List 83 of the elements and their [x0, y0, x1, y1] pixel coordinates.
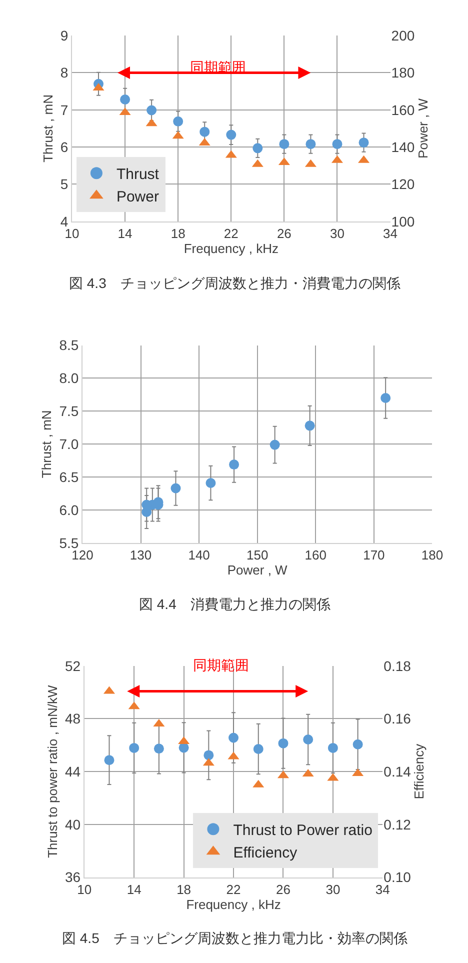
point: [173, 116, 184, 126]
point: [328, 742, 338, 753]
x-tick-label: 18: [176, 882, 192, 897]
x-tick-label: 22: [226, 882, 241, 897]
caption: 図 4.4 消費電力と推力の関係: [139, 596, 330, 612]
annotation: 同期範囲: [193, 657, 249, 673]
point: [226, 130, 236, 140]
y2-tick-label: 0.16: [384, 710, 412, 727]
y-tick-label: 5: [60, 176, 68, 192]
y-tick-label: 40: [65, 816, 81, 832]
point: [278, 738, 288, 748]
x-tick-label: 170: [363, 548, 385, 563]
point: [332, 139, 342, 150]
y2-tick-label: 200: [391, 27, 415, 44]
point: [146, 105, 157, 116]
point: [178, 742, 189, 753]
y2-tick-label: 0.14: [384, 763, 412, 780]
point: [352, 739, 363, 750]
y-tick-label: 7: [60, 102, 68, 118]
x-axis-title: Power , W: [227, 562, 288, 578]
y2-axis-title: Power , W: [415, 98, 430, 158]
x-tick-label: 180: [421, 548, 444, 563]
point: [120, 94, 130, 104]
caption: 図 4.3 チョッピング周波数と推力・消費電力の関係: [69, 275, 400, 291]
x-tick-label: 26: [276, 226, 292, 241]
point: [306, 139, 316, 150]
point: [228, 732, 239, 743]
x-tick-label: 26: [276, 882, 290, 897]
y2-tick-label: 0.18: [384, 658, 412, 674]
y-tick-label: 6.0: [59, 502, 79, 518]
point: [170, 483, 181, 494]
y-axis-title: Thrust to power ratio , mN/kW: [44, 684, 60, 858]
point: [229, 460, 240, 470]
y-tick-label: 8.5: [59, 337, 79, 354]
y2-axis-title: Efficiency: [412, 743, 427, 800]
y2-tick-label: 160: [391, 102, 415, 118]
y-tick-label: 6.5: [59, 468, 79, 485]
point: [206, 478, 216, 488]
x-tick-label: 30: [330, 226, 344, 241]
caption: 図 4.5 チョッピング周波数と推力電力比・効率の関係: [62, 930, 408, 946]
y-tick-label: 6: [60, 138, 68, 155]
y-tick-label: 9: [60, 27, 68, 44]
point: [253, 744, 264, 754]
y-axis-title: Thrust , mN: [40, 94, 56, 162]
x-tick-label: 18: [170, 226, 186, 241]
point: [252, 143, 263, 154]
point: [304, 420, 315, 431]
y-tick-label: 48: [65, 710, 81, 727]
x-tick-label: 14: [126, 882, 142, 897]
x-axis-title: Frequency , kHz: [184, 240, 278, 256]
x-tick-label: 160: [304, 548, 326, 563]
x-tick-label: 30: [326, 882, 340, 897]
x-axis-title: Frequency , kHz: [186, 896, 281, 912]
y-tick-label: 52: [65, 658, 81, 674]
y2-tick-label: 180: [391, 64, 415, 81]
point: [358, 138, 369, 148]
point: [200, 126, 210, 137]
x-tick-label: 130: [130, 548, 152, 563]
y-tick-label: 44: [65, 763, 81, 780]
legend-label: Thrust to Power ratio: [233, 822, 372, 839]
point: [129, 742, 140, 753]
y2-tick-label: 120: [391, 176, 415, 192]
x-tick-label: 14: [118, 226, 132, 241]
y-tick-label: 7.0: [59, 436, 79, 452]
legend-label: Efficiency: [233, 844, 298, 862]
point: [279, 139, 290, 150]
x-tick-label: 22: [224, 226, 238, 241]
point: [104, 755, 114, 766]
y-tick-label: 8: [60, 64, 68, 81]
y-axis-title: Thrust , mN: [39, 410, 54, 478]
legend-label: Thrust: [116, 166, 160, 184]
y2-tick-label: 0.12: [384, 816, 412, 832]
x-tick-label: 140: [188, 548, 210, 563]
point: [270, 440, 280, 450]
x-tick-label: 150: [246, 548, 268, 563]
point: [380, 393, 391, 404]
y-tick-label: 8.0: [59, 370, 79, 386]
y2-tick-label: 140: [391, 138, 415, 155]
y-tick-label: 7.5: [59, 403, 79, 420]
point: [154, 744, 164, 754]
point: [204, 750, 214, 760]
legend-label: Power: [116, 188, 159, 206]
point: [303, 734, 314, 744]
